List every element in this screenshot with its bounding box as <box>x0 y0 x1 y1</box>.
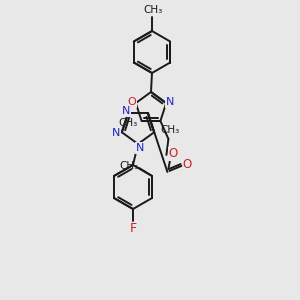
Text: N: N <box>112 128 120 138</box>
Text: O: O <box>183 158 192 171</box>
Text: N: N <box>136 143 144 153</box>
Text: O: O <box>128 97 136 107</box>
Text: CH₃: CH₃ <box>119 161 139 171</box>
Text: CH₃: CH₃ <box>160 125 180 135</box>
Text: N: N <box>166 97 174 107</box>
Text: CH₃: CH₃ <box>143 5 163 15</box>
Text: N: N <box>122 106 130 116</box>
Text: F: F <box>129 223 137 236</box>
Text: CH₃: CH₃ <box>118 118 137 128</box>
Text: O: O <box>169 147 178 161</box>
